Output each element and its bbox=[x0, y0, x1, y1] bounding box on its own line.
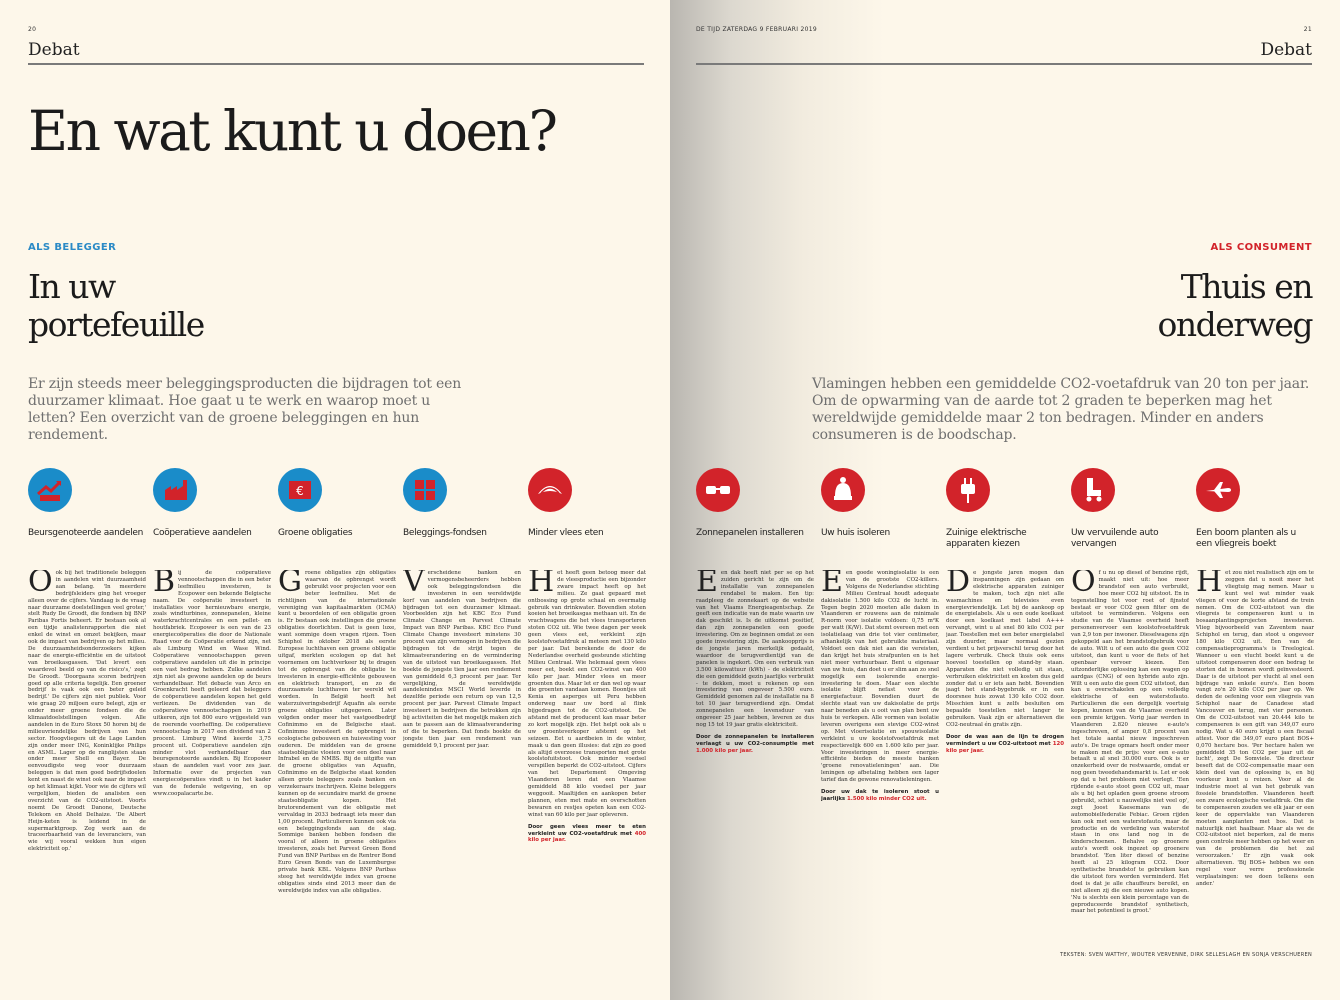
page-meta: DE TIJD ZATERDAG 9 FEBRUARI 2019 bbox=[696, 26, 817, 33]
steak-icon bbox=[528, 468, 572, 512]
subtitle-line-1: In uw bbox=[28, 267, 116, 306]
drop-cap: O bbox=[28, 570, 53, 599]
takeaway-value: 1.000 kilo per jaar. bbox=[696, 747, 753, 754]
column-body: et zou niet realistisch zijn om te zegge… bbox=[1196, 570, 1314, 887]
takeaway-text: Door de was aan de lijn te drogen vermin… bbox=[946, 733, 1064, 747]
left-page: 20 Debat En wat kunt u doen? ALS BELEGGE… bbox=[28, 26, 646, 1000]
takeaway: Door de zonnepanelen te installeren verl… bbox=[696, 734, 814, 755]
column-body: en dak heeft niet per se op het zuiden g… bbox=[696, 570, 814, 728]
sunglasses-icon bbox=[696, 468, 740, 512]
drop-cap: D bbox=[946, 570, 971, 599]
factory-icon bbox=[153, 468, 197, 512]
column-body: e jongste jaren mogen dan inspanningen z… bbox=[946, 570, 1064, 728]
subtitle-line-2: onderweg bbox=[1157, 305, 1314, 344]
drop-cap: B bbox=[153, 570, 176, 599]
power-plug-icon bbox=[946, 468, 990, 512]
drop-cap: E bbox=[696, 570, 718, 599]
column-body: erscheidene banken en vermogensbeheerder… bbox=[403, 570, 521, 749]
column-body: en goede woningisolatie is een van de gr… bbox=[821, 570, 939, 784]
drop-cap: G bbox=[278, 570, 302, 599]
section-label: Debat bbox=[1260, 40, 1312, 60]
column-body: roene obligaties zijn obligaties waarvan… bbox=[278, 570, 396, 894]
column-body: ok bij het traditionele beleggen in aand… bbox=[28, 570, 146, 853]
takeaway: Door uw dak te isoleren stoot u jaarlijk… bbox=[821, 789, 939, 803]
intro-text: Er zijn steeds meer beleggingsproducten … bbox=[28, 376, 462, 443]
drop-cap: V bbox=[403, 570, 425, 599]
takeaway: Door de was aan de lijn te drogen vermin… bbox=[946, 734, 1064, 755]
svg-text:€: € bbox=[296, 484, 304, 498]
column-body: f u nu op diesel of benzine rijdt, maakt… bbox=[1071, 570, 1189, 915]
subtitle-line-1: Thuis en bbox=[1180, 267, 1314, 306]
takeaway: Door geen vlees meer te eten verkleint u… bbox=[528, 824, 646, 845]
column-label: Coöperatieve aandelen bbox=[153, 528, 252, 538]
takeaway-text: Door de zonnepanelen te installeren verl… bbox=[696, 733, 814, 747]
column-label: Beleggings-fondsen bbox=[403, 528, 487, 538]
column-boom-planten: Een boom planten als u een vliegreis boe… bbox=[1196, 468, 1314, 1000]
subtitle: In uw portefeuille bbox=[28, 267, 205, 344]
column-label: Zonnepanelen installeren bbox=[696, 528, 804, 538]
page-title: En wat kunt u doen? bbox=[28, 99, 558, 163]
roller-skate-icon bbox=[1071, 468, 1115, 512]
takeaway-value: 120 kilo per jaar. bbox=[946, 740, 1064, 754]
drop-cap: O bbox=[1071, 570, 1096, 599]
takeaway-value: 1.500 kilo minder CO2 uit. bbox=[847, 796, 927, 802]
column-body: et heeft geen betoog meer dat de vleespr… bbox=[528, 570, 646, 818]
subtitle: Thuis en onderweg bbox=[1157, 267, 1314, 344]
right-page: DE TIJD ZATERDAG 9 FEBRUARI 2019 21 Deba… bbox=[670, 0, 1340, 1000]
column-label: Uw vervuilende auto vervangen bbox=[1071, 528, 1159, 549]
takeaway-text: Door uw dak te isoleren stoot u jaarlijk… bbox=[821, 789, 939, 802]
column-body: ij de coöperatieve vennootschappen die i… bbox=[153, 570, 271, 797]
drop-cap: E bbox=[821, 570, 843, 599]
column-label: Uw huis isoleren bbox=[821, 528, 890, 538]
page-number: 21 bbox=[1303, 26, 1312, 33]
drop-cap: H bbox=[1196, 570, 1223, 599]
column-label: Zuinige elektrische apparaten kiezen bbox=[946, 528, 1027, 549]
column-label: Beursgenoteerde aandelen bbox=[28, 528, 144, 538]
credits: TEKSTEN: SVEN WATTHY, WOUTER VERVENNE, D… bbox=[1060, 952, 1312, 958]
takeaway-value: 400 kilo per jaar. bbox=[528, 830, 646, 844]
growth-chart-hands-icon bbox=[28, 468, 72, 512]
column-label: Groene obligaties bbox=[278, 528, 353, 538]
kicker-belegger: ALS BELEGGER bbox=[28, 242, 117, 253]
section-label: Debat bbox=[28, 40, 80, 60]
page-number: 20 bbox=[28, 26, 37, 33]
column-label: Een boom planten als u een vliegreis boe… bbox=[1196, 528, 1296, 549]
puzzle-globe-icon bbox=[403, 468, 447, 512]
intro-text: Vlamingen hebben een gemiddelde CO2-voet… bbox=[812, 376, 1310, 443]
kicker-consument: ALS CONSUMENT bbox=[1210, 242, 1312, 253]
header-rule bbox=[696, 63, 1312, 65]
takeaway-text: Door geen vlees meer te eten verkleint u… bbox=[528, 823, 646, 837]
header-rule bbox=[28, 63, 644, 65]
subtitle-line-2: portefeuille bbox=[28, 305, 205, 344]
knit-hat-icon bbox=[821, 468, 865, 512]
airplane-icon bbox=[1196, 468, 1240, 512]
drop-cap: H bbox=[528, 570, 555, 599]
column-label: Minder vlees eten bbox=[528, 528, 604, 538]
euro-certificate-icon: € bbox=[278, 468, 322, 512]
